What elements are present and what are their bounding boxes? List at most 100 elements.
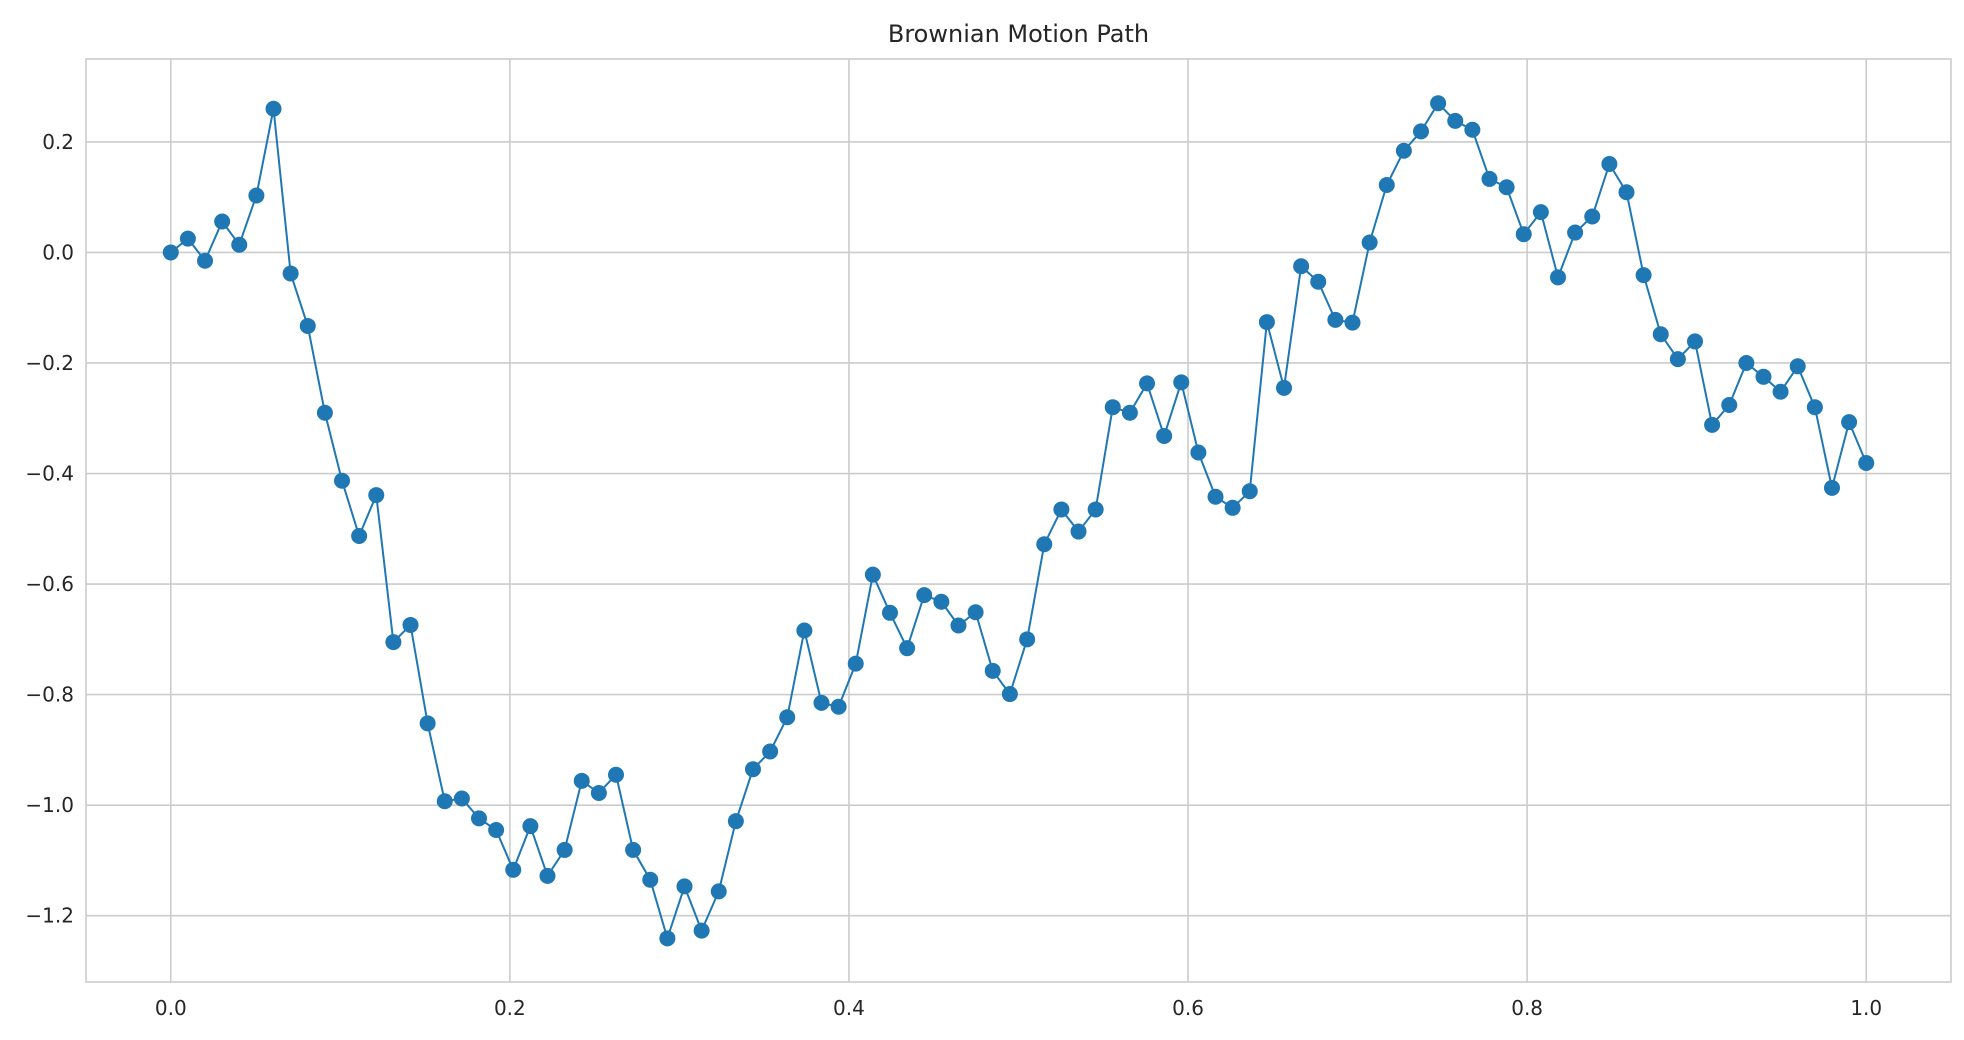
data-point <box>727 813 744 830</box>
x-tick-label: 0.8 <box>1511 996 1543 1020</box>
data-point <box>299 317 316 334</box>
data-point <box>625 841 642 858</box>
data-point <box>197 252 214 269</box>
y-tick-label: −0.4 <box>25 462 74 486</box>
data-point <box>573 772 590 789</box>
y-tick-label: −0.6 <box>25 572 74 596</box>
data-point <box>1293 258 1310 275</box>
data-point <box>1258 314 1275 331</box>
grid-lines <box>86 59 1951 982</box>
data-point <box>1515 226 1532 243</box>
data-point <box>590 784 607 801</box>
data-point <box>1139 375 1156 392</box>
data-point <box>1841 414 1858 431</box>
data-point <box>1669 351 1686 368</box>
x-tick-label: 0.6 <box>1172 996 1204 1020</box>
y-tick-label: −1.0 <box>25 793 74 817</box>
data-point <box>334 472 351 489</box>
data-point <box>693 922 710 939</box>
series-line-layer <box>170 102 1868 940</box>
data-point <box>1755 368 1772 385</box>
data-point <box>813 694 830 711</box>
data-point <box>916 587 933 604</box>
data-point <box>1772 383 1789 400</box>
data-point <box>1618 184 1635 201</box>
data-point <box>453 790 470 807</box>
data-point <box>1361 234 1378 251</box>
data-point <box>265 100 282 117</box>
data-point <box>1789 358 1806 375</box>
data-point <box>1001 686 1018 703</box>
data-point <box>1481 170 1498 187</box>
data-point <box>1738 354 1755 371</box>
data-point <box>1070 523 1087 540</box>
data-point <box>471 810 488 827</box>
x-tick-label: 1.0 <box>1850 996 1882 1020</box>
data-point <box>864 566 881 583</box>
data-point <box>1635 267 1652 284</box>
data-point <box>1087 501 1104 518</box>
x-tick-label: 0.4 <box>833 996 865 1020</box>
data-point <box>1704 416 1721 433</box>
y-tick-label: −0.2 <box>25 351 74 375</box>
data-point <box>231 236 248 253</box>
y-tick-label: −0.8 <box>25 683 74 707</box>
x-tick-label: 0.0 <box>155 996 187 1020</box>
data-point <box>1447 112 1464 129</box>
data-point <box>830 698 847 715</box>
data-point <box>899 640 916 657</box>
data-point <box>1344 314 1361 331</box>
data-point <box>214 213 231 230</box>
data-point <box>1584 208 1601 225</box>
series-line <box>170 102 1868 940</box>
data-point <box>1413 123 1430 140</box>
data-point <box>967 604 984 621</box>
data-point <box>1190 444 1207 461</box>
chart-title: Brownian Motion Path <box>888 20 1149 48</box>
data-point <box>488 822 505 839</box>
data-point <box>1567 224 1584 241</box>
data-point <box>402 616 419 633</box>
data-point <box>419 715 436 732</box>
data-point <box>1823 479 1840 496</box>
y-tick-label: 0.2 <box>42 130 74 154</box>
data-point <box>1430 95 1447 112</box>
data-point <box>1532 204 1549 221</box>
data-point <box>710 883 727 900</box>
data-point <box>522 818 539 835</box>
data-point <box>1549 269 1566 286</box>
x-axis-ticks: 0.0 0.2 0.4 0.6 0.8 1.0 <box>155 996 1882 1020</box>
data-point <box>1327 311 1344 328</box>
data-point <box>1207 488 1224 505</box>
data-point <box>179 230 196 247</box>
data-point <box>933 593 950 610</box>
data-point <box>248 187 265 204</box>
data-point <box>282 265 299 282</box>
data-point <box>762 743 779 760</box>
data-point <box>1173 374 1190 391</box>
y-axis-ticks: 0.2 0.0 −0.2 −0.4 −0.6 −0.8 −1.0 −1.2 <box>25 130 74 928</box>
data-point <box>607 766 624 783</box>
data-point <box>1498 179 1515 196</box>
data-point <box>1686 333 1703 350</box>
data-point <box>351 527 368 544</box>
plot-frame <box>85 58 1952 983</box>
data-point <box>1310 273 1327 290</box>
data-point <box>1121 404 1138 421</box>
data-point <box>744 761 761 778</box>
data-point <box>1721 396 1738 413</box>
data-point <box>1241 483 1258 500</box>
data-point <box>1156 427 1173 444</box>
data-point <box>1104 399 1121 416</box>
data-point <box>881 604 898 621</box>
plot-area-border <box>85 58 1952 983</box>
series-markers <box>162 95 1875 947</box>
data-point <box>436 793 453 810</box>
data-point <box>1464 121 1481 138</box>
data-point <box>659 930 676 947</box>
data-point <box>556 841 573 858</box>
data-point <box>385 634 402 651</box>
data-point <box>984 662 1001 679</box>
data-point <box>368 487 385 504</box>
